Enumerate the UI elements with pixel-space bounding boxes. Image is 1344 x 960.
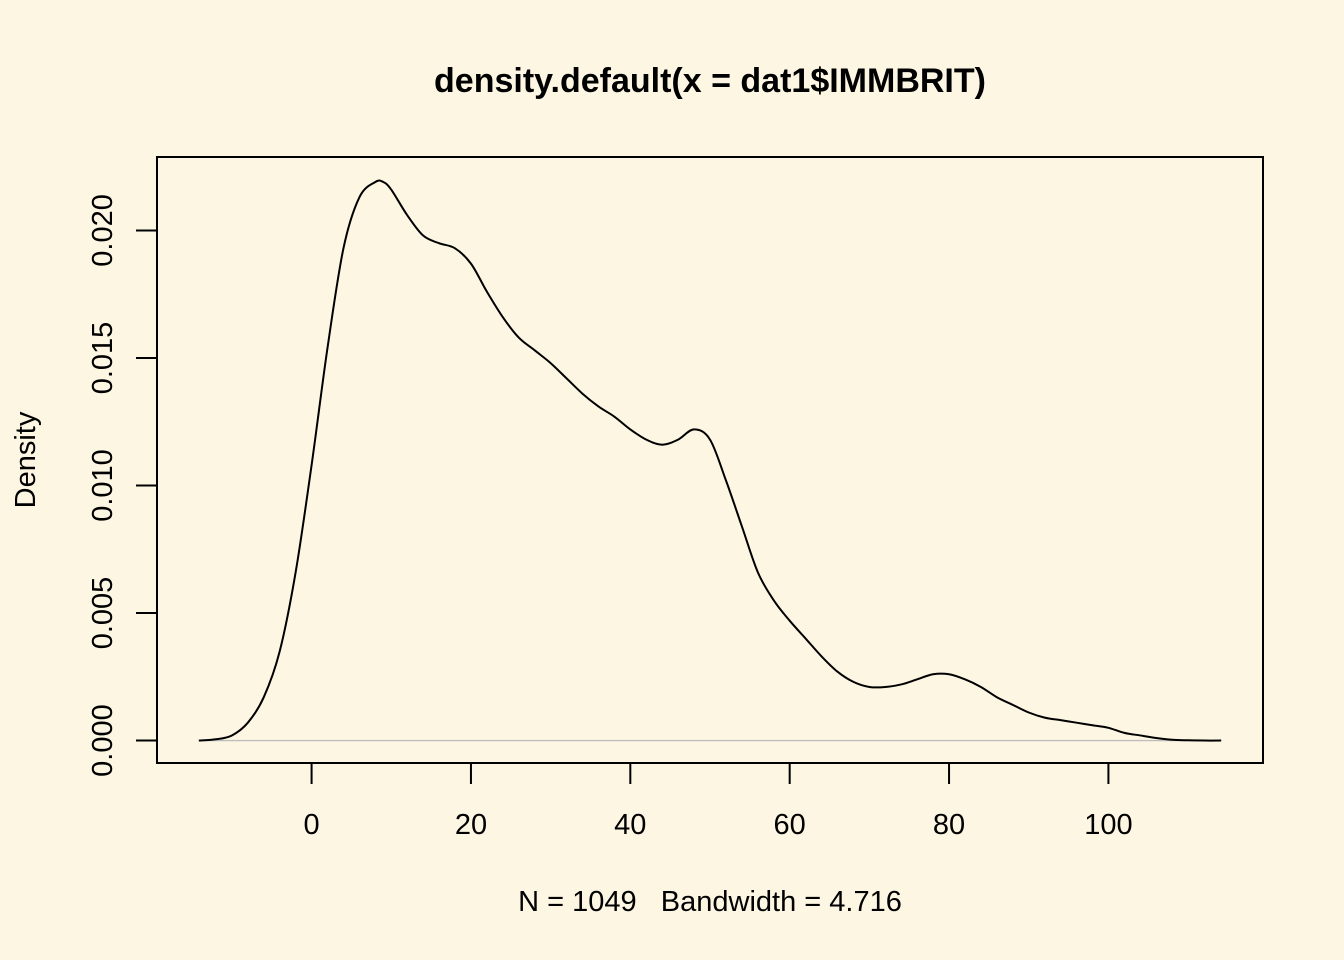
x-axis-label: N = 1049 Bandwidth = 4.716 (518, 886, 902, 918)
x-tick-label: 20 (455, 809, 487, 841)
y-tick-label: 0.010 (87, 449, 119, 522)
y-axis: 0.000 0.005 0.010 0.015 0.020 (87, 194, 158, 777)
y-tick-label: 0.000 (87, 704, 119, 777)
x-tick-label: 80 (933, 809, 965, 841)
x-tick-label: 0 (304, 809, 320, 841)
x-tick-label: 40 (614, 809, 646, 841)
y-tick-label: 0.015 (87, 322, 119, 395)
y-axis-label: Density (10, 411, 42, 508)
chart-title: density.default(x = dat1$IMMBRIT) (434, 62, 986, 100)
x-tick-label: 100 (1084, 809, 1132, 841)
density-curve (198, 179, 1222, 742)
y-tick-label: 0.005 (87, 577, 119, 650)
y-tick-label: 0.020 (87, 194, 119, 267)
x-tick-label: 60 (774, 809, 806, 841)
x-axis: 0 20 40 60 80 100 (304, 762, 1133, 841)
